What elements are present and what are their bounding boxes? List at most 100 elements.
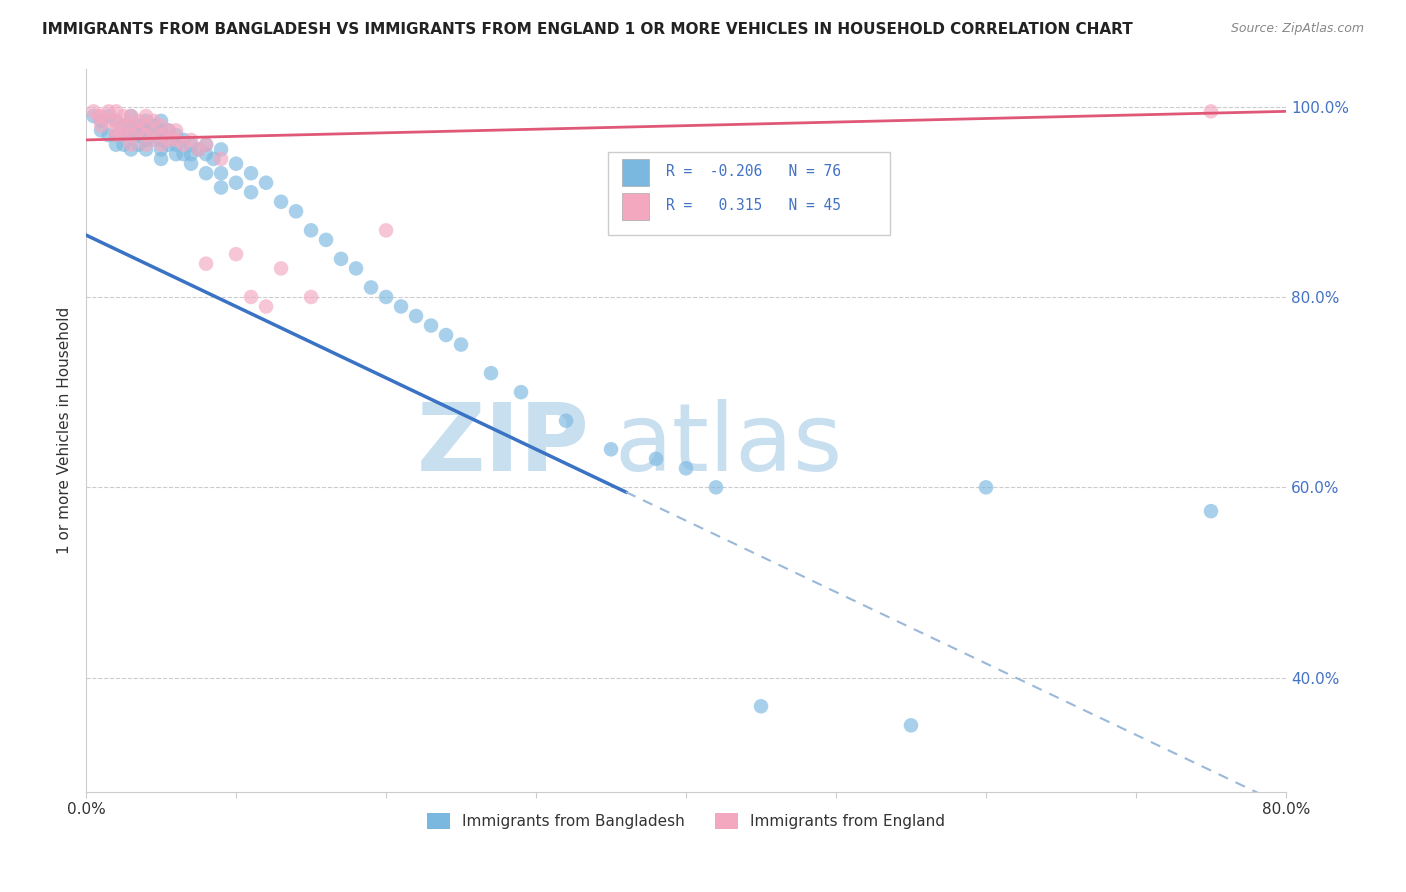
Y-axis label: 1 or more Vehicles in Household: 1 or more Vehicles in Household <box>58 307 72 554</box>
Text: ZIP: ZIP <box>418 399 591 491</box>
Point <box>128 119 150 133</box>
Point <box>120 119 142 133</box>
Point <box>112 128 135 143</box>
Point <box>187 143 209 157</box>
Point <box>510 385 533 400</box>
Point <box>97 128 120 143</box>
Point <box>202 152 225 166</box>
Point <box>299 223 322 237</box>
Text: R =   0.315   N = 45: R = 0.315 N = 45 <box>665 199 841 213</box>
Text: IMMIGRANTS FROM BANGLADESH VS IMMIGRANTS FROM ENGLAND 1 OR MORE VEHICLES IN HOUS: IMMIGRANTS FROM BANGLADESH VS IMMIGRANTS… <box>42 22 1133 37</box>
Point <box>270 261 292 276</box>
Point <box>142 114 165 128</box>
Point <box>142 119 165 133</box>
Point <box>240 186 263 200</box>
Point <box>135 133 157 147</box>
Point <box>150 152 173 166</box>
Point <box>1199 104 1222 119</box>
Point <box>405 309 427 323</box>
Legend: Immigrants from Bangladesh, Immigrants from England: Immigrants from Bangladesh, Immigrants f… <box>420 806 952 835</box>
Point <box>225 247 247 261</box>
Point <box>285 204 308 219</box>
Point <box>120 109 142 123</box>
Point <box>1199 504 1222 518</box>
Point <box>195 137 218 152</box>
Point <box>209 166 232 180</box>
Point <box>749 699 772 714</box>
Point <box>135 143 157 157</box>
Point <box>209 143 232 157</box>
Point <box>105 128 128 143</box>
Point <box>165 147 187 161</box>
Point <box>135 137 157 152</box>
Point <box>180 147 202 161</box>
Point <box>150 123 173 137</box>
Point <box>105 104 128 119</box>
Point <box>135 128 157 143</box>
Point <box>195 257 218 271</box>
Point <box>270 194 292 209</box>
Point <box>254 176 277 190</box>
Point <box>105 114 128 128</box>
Point <box>315 233 337 247</box>
Point <box>128 128 150 143</box>
Point <box>142 128 165 143</box>
Point <box>330 252 353 266</box>
Point <box>450 337 472 351</box>
Point <box>225 157 247 171</box>
Point <box>150 137 173 152</box>
Bar <box>623 193 648 220</box>
Point <box>97 114 120 128</box>
Point <box>128 137 150 152</box>
Point <box>83 109 105 123</box>
Point <box>120 119 142 133</box>
Point <box>150 143 173 157</box>
Point <box>254 300 277 314</box>
Point <box>135 109 157 123</box>
Point <box>165 133 187 147</box>
Point <box>90 119 112 133</box>
Point <box>180 157 202 171</box>
Text: R =  -0.206   N = 76: R = -0.206 N = 76 <box>665 164 841 179</box>
Point <box>173 137 195 152</box>
Point <box>600 442 623 457</box>
Point <box>112 137 135 152</box>
Point <box>180 133 202 147</box>
Point <box>165 128 187 143</box>
Point <box>150 128 173 143</box>
Point <box>105 114 128 128</box>
Point <box>195 137 218 152</box>
Text: Source: ZipAtlas.com: Source: ZipAtlas.com <box>1230 22 1364 36</box>
Point <box>299 290 322 304</box>
Point <box>120 137 142 152</box>
Point <box>479 366 502 380</box>
Point <box>135 114 157 128</box>
Point <box>195 166 218 180</box>
Point <box>195 147 218 161</box>
Point <box>90 109 112 123</box>
Bar <box>623 159 648 186</box>
Point <box>420 318 443 333</box>
Point <box>83 104 105 119</box>
Point <box>173 147 195 161</box>
Point <box>157 137 180 152</box>
Point <box>900 718 922 732</box>
Point <box>375 223 398 237</box>
Point <box>87 109 110 123</box>
Point <box>165 123 187 137</box>
Point <box>165 137 187 152</box>
Point <box>97 109 120 123</box>
Point <box>225 176 247 190</box>
Point <box>90 123 112 137</box>
Point <box>105 137 128 152</box>
Point <box>704 480 727 494</box>
Point <box>105 128 128 143</box>
Point <box>974 480 997 494</box>
Point <box>112 119 135 133</box>
Point <box>97 104 120 119</box>
Point <box>112 119 135 133</box>
Point <box>135 123 157 137</box>
Point <box>240 290 263 304</box>
Point <box>112 109 135 123</box>
Point <box>675 461 697 475</box>
